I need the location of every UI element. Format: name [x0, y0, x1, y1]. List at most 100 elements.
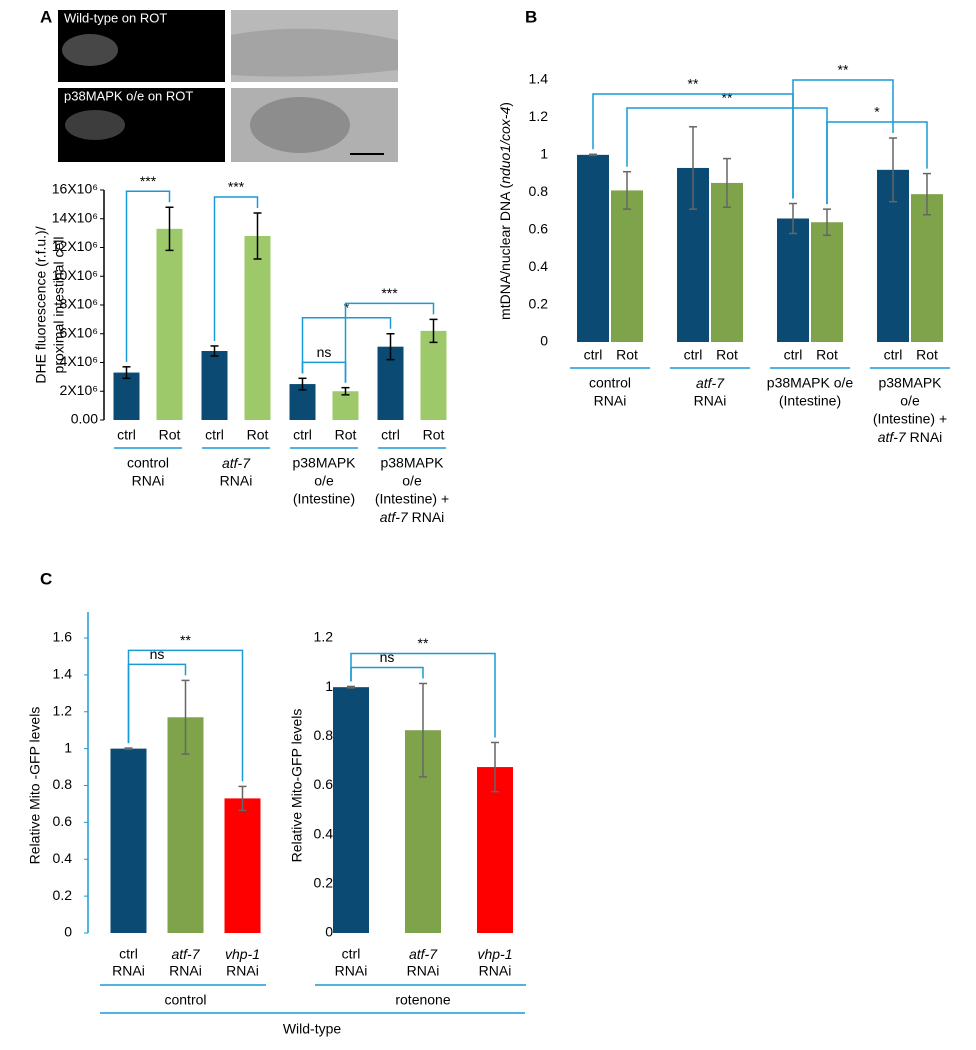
bar: [420, 330, 447, 420]
group-label: RNAi: [594, 393, 627, 409]
group-label: o/e: [314, 473, 334, 489]
micrograph-label: p38MAPK o/e on ROT: [64, 88, 193, 103]
micrograph-worm: [250, 97, 350, 153]
text-segment: atf-7: [380, 509, 409, 525]
y-axis-label: DHE fluorescence (r.f.u.)/: [33, 226, 49, 383]
y-tick-label: 12X10⁶: [52, 238, 98, 254]
bar: [577, 154, 609, 342]
y-tick-label: 2X10⁶: [60, 382, 98, 398]
y-tick-label: 0.2: [314, 875, 334, 891]
bar: [911, 194, 943, 342]
y-axis-label: Relative Mito-GFP levels: [289, 709, 305, 863]
significance-label: **: [722, 90, 733, 106]
bar: [224, 798, 261, 933]
group-label: control: [589, 375, 631, 391]
y-tick-label: 1: [64, 739, 72, 755]
y-tick-label: 0.4: [529, 258, 549, 274]
significance-bracket: [125, 190, 171, 362]
y-tick-label: 0.8: [53, 776, 73, 792]
y-tick-label: 14X10⁶: [52, 209, 98, 225]
significance-label: ***: [140, 173, 157, 189]
text-segment: atf-7: [878, 429, 907, 445]
bar-label: Rot: [916, 347, 938, 363]
significance-label: ***: [228, 179, 245, 195]
bar-label: ctrl: [381, 427, 400, 443]
y-tick-label: 1.4: [53, 666, 73, 682]
group-label: RNAi: [694, 393, 727, 409]
y-tick-label: 0.2: [53, 887, 73, 903]
y-tick-label: 0.8: [529, 183, 549, 199]
bar: [113, 372, 140, 420]
significance-label: **: [418, 635, 429, 651]
y-axis-label: proximal intestinal cell: [51, 237, 67, 374]
text-segment: ): [497, 102, 513, 107]
micrograph-signal: [65, 110, 125, 140]
text-segment: RNAi: [408, 509, 445, 525]
bar-label: ctrl: [205, 427, 224, 443]
y-tick-label: 0.00: [71, 411, 98, 427]
text-segment: atf-7: [409, 946, 438, 962]
bar: [156, 228, 183, 420]
x-tick-label: RNAi: [479, 963, 512, 979]
y-tick-label: 0.6: [53, 813, 73, 829]
group-label: p38MAPK: [292, 455, 356, 471]
significance-bracket: [213, 196, 259, 341]
bar-label: ctrl: [584, 347, 603, 363]
bar-label: Rot: [816, 347, 838, 363]
text-segment: atf-7: [222, 455, 251, 471]
x-tick-label: RNAi: [112, 963, 145, 979]
group-label: atf-7: [696, 375, 725, 391]
x-tick-label: vhp-1: [225, 946, 260, 962]
y-tick-label: 16X10⁶: [52, 181, 98, 197]
significance-label: ns: [150, 646, 165, 662]
y-tick-label: 1: [540, 146, 548, 162]
bar: [332, 391, 359, 420]
y-tick-label: 0.4: [53, 850, 73, 866]
significance-bracket: [626, 107, 828, 205]
y-tick-label: 1: [325, 678, 333, 694]
significance-label: **: [180, 632, 191, 648]
bar: [244, 236, 271, 420]
significance-label: *: [874, 104, 880, 120]
bar-label: Rot: [616, 347, 638, 363]
group-label: RNAi: [220, 473, 253, 489]
bar: [777, 218, 809, 342]
y-tick-label: 1.2: [53, 702, 73, 718]
significance-label: **: [688, 76, 699, 92]
significance-label: ns: [317, 344, 332, 360]
group-label: (Intestine): [293, 491, 355, 507]
y-axis-label: Relative Mito -GFP levels: [27, 707, 43, 865]
y-tick-label: 0.4: [314, 825, 334, 841]
bar: [201, 351, 228, 420]
y-tick-label: 0: [64, 924, 72, 940]
significance-bracket: [301, 361, 347, 383]
panel-label: A: [40, 7, 52, 26]
y-tick-label: 0.6: [314, 776, 334, 792]
bar-label: ctrl: [293, 427, 312, 443]
significance-bracket: [350, 666, 424, 682]
x-tick-label: vhp-1: [477, 946, 512, 962]
group-label: control: [164, 992, 206, 1008]
micrograph-worm: [231, 28, 398, 77]
panel-label: B: [525, 7, 537, 26]
group-label: control: [127, 455, 169, 471]
group-label: (Intestine) +: [873, 411, 947, 427]
bar-label: Rot: [247, 427, 269, 443]
y-tick-label: 1.4: [529, 71, 549, 87]
bar-label: ctrl: [884, 347, 903, 363]
y-tick-label: 0: [540, 333, 548, 349]
text-segment: vhp-1: [225, 946, 260, 962]
panel-label: C: [40, 569, 52, 588]
group-label: o/e: [402, 473, 422, 489]
bar-label: Rot: [716, 347, 738, 363]
y-tick-label: 6X10⁶: [60, 324, 98, 340]
group-label: p38MAPK o/e: [767, 375, 854, 391]
significance-label: ns: [380, 649, 395, 665]
text-segment: atf-7: [171, 946, 200, 962]
y-tick-label: 0.2: [529, 295, 549, 311]
bar: [611, 190, 643, 342]
bar: [110, 748, 147, 933]
bar: [477, 767, 513, 933]
bar-label: Rot: [335, 427, 357, 443]
